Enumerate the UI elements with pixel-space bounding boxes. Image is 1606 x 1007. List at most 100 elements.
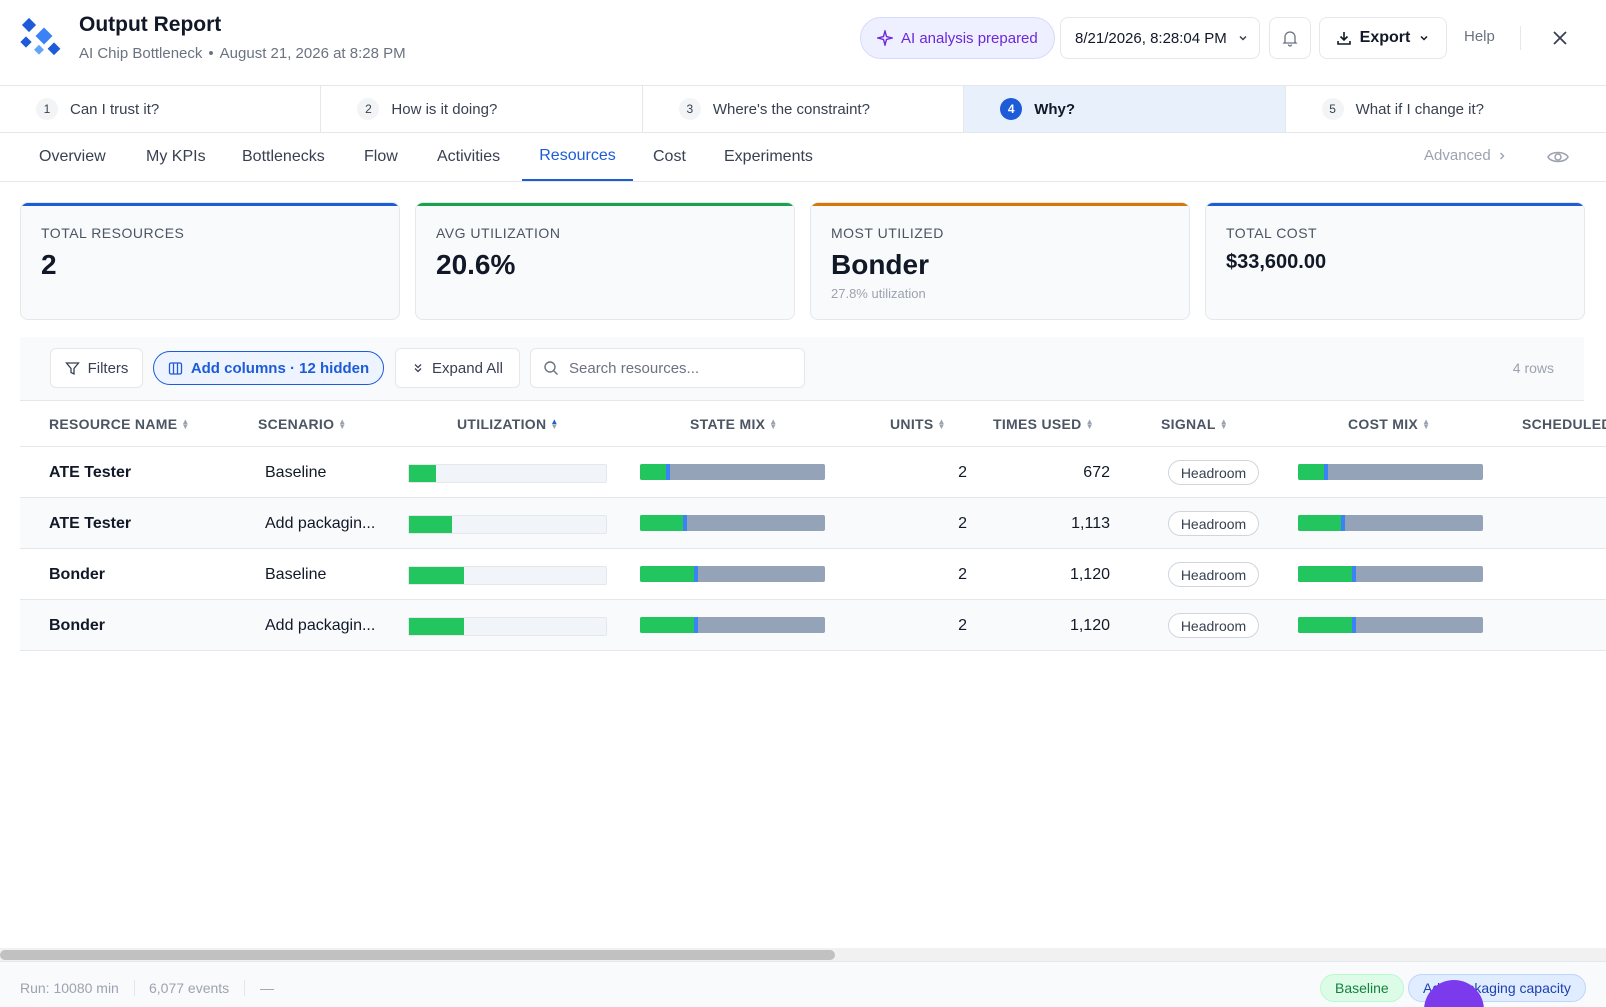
columns-icon	[168, 361, 182, 375]
column-header-units[interactable]: UNITS ▲ ▼	[890, 416, 946, 432]
units-cell: 2	[958, 565, 967, 583]
sort-icon: ▲ ▼	[1219, 417, 1228, 431]
close-button[interactable]	[1546, 24, 1574, 52]
utilization-bar	[408, 566, 607, 585]
filters-label: Filters	[87, 359, 129, 377]
expand-all-label: Expand All	[432, 359, 503, 377]
page-subtitle: AI Chip Bottleneck • August 21, 2026 at 8:…	[79, 45, 406, 62]
expand-all-button[interactable]: Expand All	[395, 348, 520, 388]
card-label: MOST UTILIZED	[831, 225, 944, 241]
tab-cost[interactable]: Cost	[653, 148, 686, 165]
table-row[interactable]: Bonder Add packagin... 2 1,120 Headroom	[20, 600, 1606, 651]
export-button[interactable]: Export	[1319, 17, 1447, 59]
add-columns-label: Add columns · 12 hidden	[190, 359, 370, 377]
scenario-cell: Baseline	[265, 565, 327, 583]
app-logo-icon	[20, 17, 61, 56]
column-header-times-used[interactable]: TIMES USED ▲ ▼	[993, 416, 1094, 432]
tab-bottlenecks[interactable]: Bottlenecks	[242, 148, 325, 165]
utilization-bar-fill	[409, 618, 464, 635]
stat-card-most-utilized: MOST UTILIZED Bonder 27.8% utilization	[810, 202, 1190, 320]
column-header-label: RESOURCE NAME	[49, 416, 178, 432]
status-divider	[134, 980, 135, 996]
scenario-cell: Add packagin...	[265, 514, 376, 532]
help-link[interactable]: Help	[1464, 28, 1495, 45]
signal-badge: Headroom	[1168, 613, 1259, 638]
add-columns-button[interactable]: Add columns · 12 hidden	[153, 351, 384, 385]
state-mix-bar	[640, 464, 825, 480]
column-header-utilization[interactable]: UTILIZATION ▲ ▼	[457, 416, 559, 432]
column-header-resource-name[interactable]: RESOURCE NAME ▲ ▼	[49, 416, 190, 432]
column-header-state-mix[interactable]: STATE MIX ▲ ▼	[690, 416, 778, 432]
advanced-toggle[interactable]: Advanced	[1424, 147, 1507, 164]
sort-icon: ▲ ▼	[769, 417, 778, 431]
tab-overview[interactable]: Overview	[39, 148, 106, 165]
column-header-label: SIGNAL	[1161, 416, 1216, 432]
cost-mix-marker	[1351, 566, 1356, 582]
card-accent-bar	[1206, 203, 1584, 206]
column-header-label: UTILIZATION	[457, 416, 547, 432]
scenario-chip-baseline[interactable]: Baseline	[1320, 974, 1404, 1002]
sparkle-icon	[877, 30, 893, 46]
step-number: 4	[1000, 98, 1023, 120]
report-header: Output Report AI Chip Bottleneck • August …	[0, 0, 1606, 86]
step-how-is-it-doing[interactable]: 2 How is it doing?	[321, 86, 643, 132]
column-header-signal[interactable]: SIGNAL ▲ ▼	[1161, 416, 1228, 432]
utilization-bar-fill	[409, 516, 453, 533]
card-accent-bar	[21, 203, 399, 206]
table-row[interactable]: Bonder Baseline 2 1,120 Headroom	[20, 549, 1606, 600]
column-header-cost-mix[interactable]: COST MIX ▲ ▼	[1348, 416, 1430, 432]
step-can-i-trust-it[interactable]: 1 Can I trust it?	[0, 86, 322, 132]
column-header-label: STATE MIX	[690, 416, 766, 432]
units-cell: 2	[958, 463, 967, 481]
state-mix-bar	[640, 617, 825, 633]
notifications-button[interactable]	[1269, 17, 1311, 59]
tab-resources[interactable]: Resources	[522, 133, 633, 181]
run-date-select[interactable]: 8/21/2026, 8:28:04 PM	[1060, 17, 1260, 59]
column-header-label: SCHEDULED	[1522, 416, 1606, 432]
tab-flow[interactable]: Flow	[364, 148, 398, 165]
table-toolbar: Filters Add columns · 12 hidden Expand A…	[20, 337, 1584, 401]
table-row[interactable]: ATE Tester Add packagin... 2 1,113 Headr…	[20, 498, 1606, 549]
column-header-scenario[interactable]: SCENARIO ▲ ▼	[258, 416, 347, 432]
ai-analysis-label: AI analysis prepared	[901, 29, 1038, 47]
filters-button[interactable]: Filters	[50, 348, 143, 388]
subtitle-separator: •	[208, 45, 214, 62]
state-mix-marker	[682, 515, 687, 531]
card-accent-bar	[416, 203, 794, 206]
close-icon	[1553, 31, 1567, 45]
utilization-bar	[408, 515, 607, 534]
table-row[interactable]: ATE Tester Baseline 2 672 Headroom	[20, 447, 1606, 498]
step-why[interactable]: 4 Why?	[964, 86, 1286, 132]
row-count: 4 rows	[1512, 360, 1554, 376]
times-used-cell: 1,120	[1069, 616, 1110, 634]
step-label: Why?	[1034, 100, 1076, 118]
search-input[interactable]	[569, 359, 789, 377]
scenario-cell: Baseline	[265, 463, 327, 481]
horizontal-scrollbar[interactable]	[0, 948, 1606, 961]
units-cell: 2	[958, 514, 967, 532]
eye-icon[interactable]	[1546, 145, 1570, 169]
column-header-label: TIMES USED	[993, 416, 1082, 432]
tab-my-kpis[interactable]: My KPIs	[146, 148, 206, 165]
column-header-scheduled[interactable]: SCHEDULED	[1522, 416, 1606, 432]
run-duration: Run: 10080 min	[20, 980, 119, 996]
signal-badge: Headroom	[1168, 460, 1259, 485]
cost-mix-bar	[1298, 617, 1483, 633]
status-dash: —	[260, 980, 274, 996]
state-mix-marker	[693, 566, 698, 582]
card-accent-bar	[811, 203, 1189, 206]
ai-analysis-button[interactable]: AI analysis prepared	[860, 17, 1055, 59]
signal-badge: Headroom	[1168, 511, 1259, 536]
sort-icon: ▲ ▼	[181, 417, 190, 431]
tab-activities[interactable]: Activities	[437, 148, 501, 165]
chevron-down-icon	[1239, 35, 1247, 41]
tab-experiments[interactable]: Experiments	[724, 148, 813, 165]
status-divider	[244, 980, 245, 996]
stat-card-avg-utilization: AVG UTILIZATION 20.6%	[415, 202, 795, 320]
step-constraint[interactable]: 3 Where's the constraint?	[643, 86, 965, 132]
step-what-if[interactable]: 5 What if I change it?	[1286, 86, 1606, 132]
state-mix-bar	[640, 515, 825, 531]
scrollbar-thumb[interactable]	[0, 950, 835, 960]
state-mix-marker	[665, 464, 670, 480]
status-bar: Run: 10080 min 6,077 events — Baseline A…	[0, 961, 1606, 1007]
